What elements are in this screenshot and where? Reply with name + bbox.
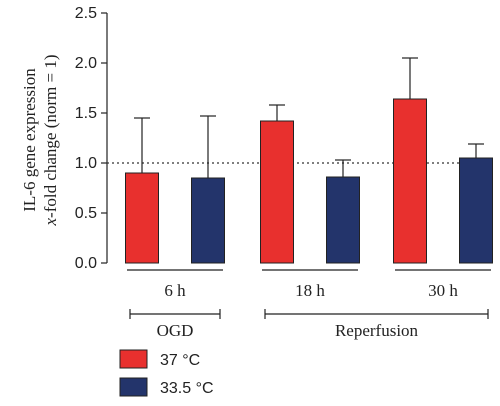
- category-label: 18 h: [295, 281, 325, 300]
- y-tick-label: 1.5: [75, 105, 97, 122]
- bar: [326, 176, 360, 264]
- category-groups: 6 h 18 h 30 h OGD Reperfusion: [127, 269, 491, 340]
- y-axis-label-line1: IL-6 gene expression: [20, 68, 39, 212]
- legend: 37 °C 33.5 °C: [119, 349, 214, 397]
- y-tick-label: 2.0: [75, 55, 97, 72]
- y-axis-label-rest: -fold change (norm = 1): [41, 54, 60, 217]
- y-tick-label: 0.5: [75, 205, 97, 222]
- axes: 0.0 0.5 1.0 1.5 2.0 2.5: [75, 5, 488, 272]
- y-tick-label: 0.0: [75, 255, 97, 272]
- legend-swatch: [119, 349, 148, 369]
- category-label: 6 h: [164, 281, 186, 300]
- y-tick-label: 2.5: [75, 5, 97, 22]
- category-label: 30 h: [428, 281, 458, 300]
- group-label: OGD: [157, 321, 194, 340]
- bar: [125, 172, 159, 264]
- bars: [125, 57, 493, 264]
- y-axis-label-line2: x-fold change (norm = 1): [41, 54, 60, 226]
- bar: [260, 120, 294, 264]
- bar: [459, 157, 493, 264]
- legend-label: 33.5 °C: [160, 380, 214, 397]
- y-axis-label-italic-x: x: [41, 218, 60, 227]
- bar: [191, 177, 225, 264]
- legend-swatch: [119, 377, 148, 397]
- bar: [393, 98, 427, 264]
- legend-label: 37 °C: [160, 352, 200, 369]
- group-label: Reperfusion: [335, 321, 419, 340]
- y-tick-label: 1.0: [75, 155, 97, 172]
